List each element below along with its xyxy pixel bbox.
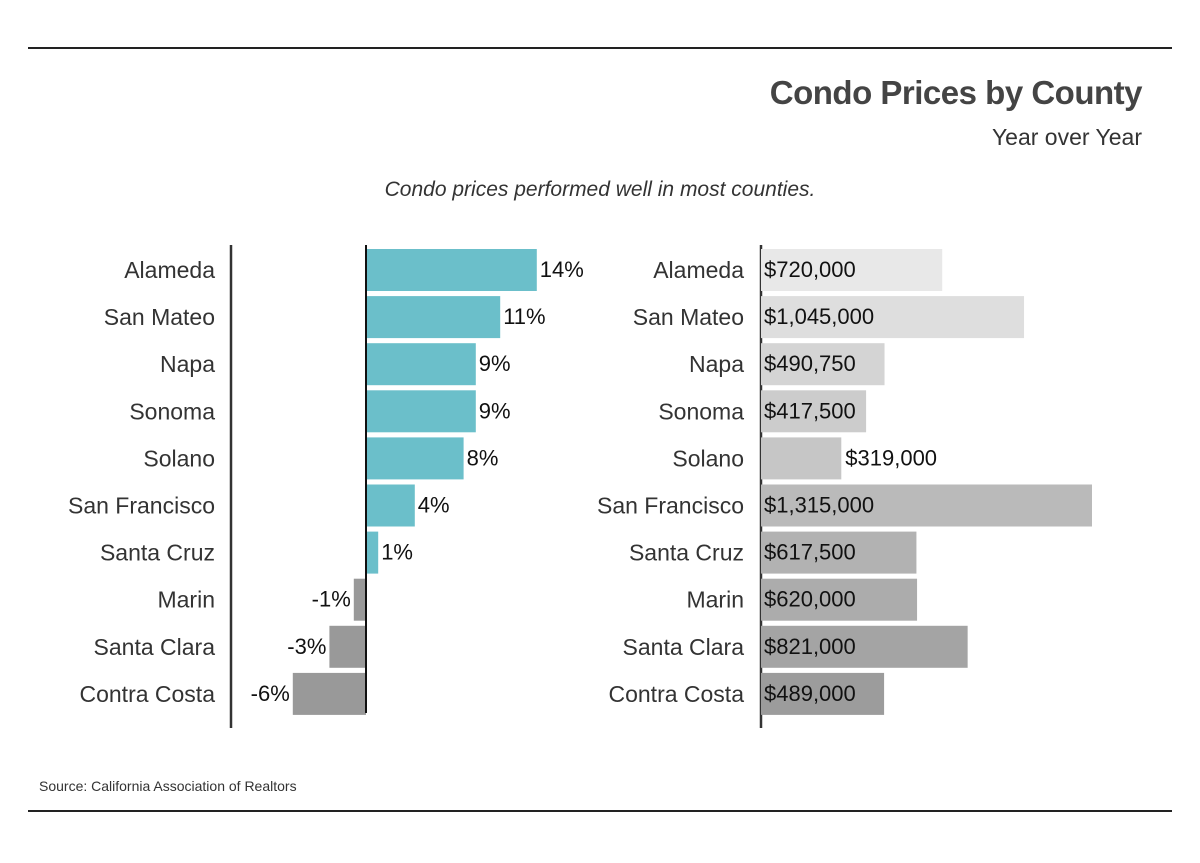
right-bar xyxy=(761,531,917,574)
left-bar xyxy=(366,296,501,339)
right-value-label: $620,000 xyxy=(764,587,856,612)
right-category-label: Marin xyxy=(686,587,744,613)
right-bar xyxy=(761,343,885,386)
right-category-label: San Mateo xyxy=(633,304,744,330)
left-value-label: -1% xyxy=(312,587,351,612)
right-value-label: $720,000 xyxy=(764,257,856,282)
right-value-label: $489,000 xyxy=(764,681,856,706)
left-value-label: 11% xyxy=(503,304,545,329)
right-value-label: $1,315,000 xyxy=(764,493,874,518)
left-value-label: -3% xyxy=(287,634,326,659)
left-bar xyxy=(366,249,537,291)
left-category-label: Sonoma xyxy=(129,398,215,424)
right-value-label: $417,500 xyxy=(764,398,856,423)
right-value-label: $319,000 xyxy=(845,445,937,470)
right-bar xyxy=(761,249,943,291)
left-category-label: Solano xyxy=(143,445,215,471)
right-value-label: $1,045,000 xyxy=(764,304,874,329)
right-category-label: Solano xyxy=(672,445,744,471)
left-bar xyxy=(329,625,366,668)
left-value-label: 14% xyxy=(540,257,584,282)
left-category-label: San Mateo xyxy=(104,304,215,330)
left-category-label: Alameda xyxy=(124,257,215,283)
bottom-rule xyxy=(28,810,1172,812)
right-value-label: $617,500 xyxy=(764,540,856,565)
left-category-label: Santa Cruz xyxy=(100,540,215,566)
left-category-label: Marin xyxy=(157,587,215,613)
left-value-label: 9% xyxy=(479,398,511,423)
right-bar xyxy=(761,437,842,480)
right-category-label: Santa Clara xyxy=(623,634,745,660)
right-bar xyxy=(761,672,885,715)
right-value-label: $821,000 xyxy=(764,634,856,659)
right-bar xyxy=(761,578,918,621)
right-category-label: Sonoma xyxy=(658,398,744,424)
right-category-label: Napa xyxy=(689,351,744,377)
left-category-label: Napa xyxy=(160,351,215,377)
chart-title: Condo Prices by County xyxy=(769,74,1143,111)
left-bar xyxy=(353,578,366,621)
left-value-label: 9% xyxy=(479,351,511,376)
right-bar xyxy=(761,484,1092,527)
left-bar xyxy=(292,672,366,715)
left-category-label: San Francisco xyxy=(68,493,215,519)
left-bar xyxy=(366,484,415,527)
left-category-label: Contra Costa xyxy=(79,681,215,707)
right-category-label: Contra Costa xyxy=(608,681,744,707)
right-category-label: San Francisco xyxy=(597,493,744,519)
right-category-label: Alameda xyxy=(653,257,744,283)
left-value-label: -6% xyxy=(251,681,290,706)
chart-subtitle: Year over Year xyxy=(991,124,1142,150)
right-value-label: $490,750 xyxy=(764,351,856,376)
source-note: Source: California Association of Realto… xyxy=(39,778,297,794)
right-category-label: Santa Cruz xyxy=(629,540,744,566)
chart-annotation: Condo prices performed well in most coun… xyxy=(384,178,816,201)
right-bar xyxy=(761,296,1025,339)
right-bar xyxy=(761,390,867,433)
left-value-label: 4% xyxy=(418,493,450,518)
left-bar xyxy=(366,437,464,480)
left-value-label: 1% xyxy=(381,540,413,565)
top-rule xyxy=(28,47,1172,49)
right-bar xyxy=(761,625,968,668)
left-category-label: Santa Clara xyxy=(94,634,216,660)
left-bar xyxy=(366,390,476,433)
left-bar xyxy=(366,531,379,574)
left-value-label: 8% xyxy=(467,445,499,470)
left-bar xyxy=(366,343,476,386)
